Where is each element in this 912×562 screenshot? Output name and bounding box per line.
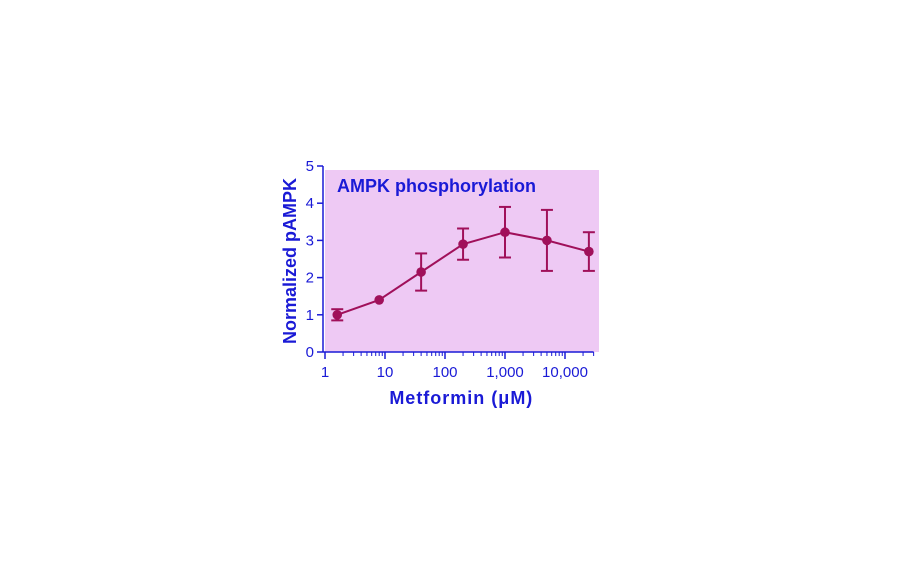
data-point <box>416 267 426 277</box>
axes <box>322 166 594 353</box>
data-point <box>584 246 594 257</box>
chart-title: AMPK phosphorylation <box>337 176 536 196</box>
data-point <box>542 235 552 246</box>
x-tick-label: 100 <box>432 364 457 381</box>
y-tick-label: 1 <box>306 307 314 324</box>
x-axis-title: Metformin (μM) <box>389 388 533 408</box>
x-tick-label: 10 <box>377 364 394 381</box>
y-axis-title: Normalized pAMPK <box>280 178 300 344</box>
x-tick-label: 1 <box>321 364 329 381</box>
data-point <box>458 239 468 249</box>
data-point <box>332 310 343 320</box>
y-tick-label: 0 <box>306 344 314 361</box>
y-tick-label: 3 <box>306 232 314 249</box>
x-tick-label: 10,000 <box>542 364 588 381</box>
data-point <box>374 295 384 305</box>
y-tick-label: 4 <box>306 195 314 212</box>
series-layer <box>331 205 595 322</box>
plot-background <box>325 170 599 352</box>
y-tick-label: 2 <box>306 270 314 287</box>
data-point <box>500 227 510 238</box>
x-tick-label: 1,000 <box>486 364 524 381</box>
y-tick-label: 5 <box>306 158 314 175</box>
